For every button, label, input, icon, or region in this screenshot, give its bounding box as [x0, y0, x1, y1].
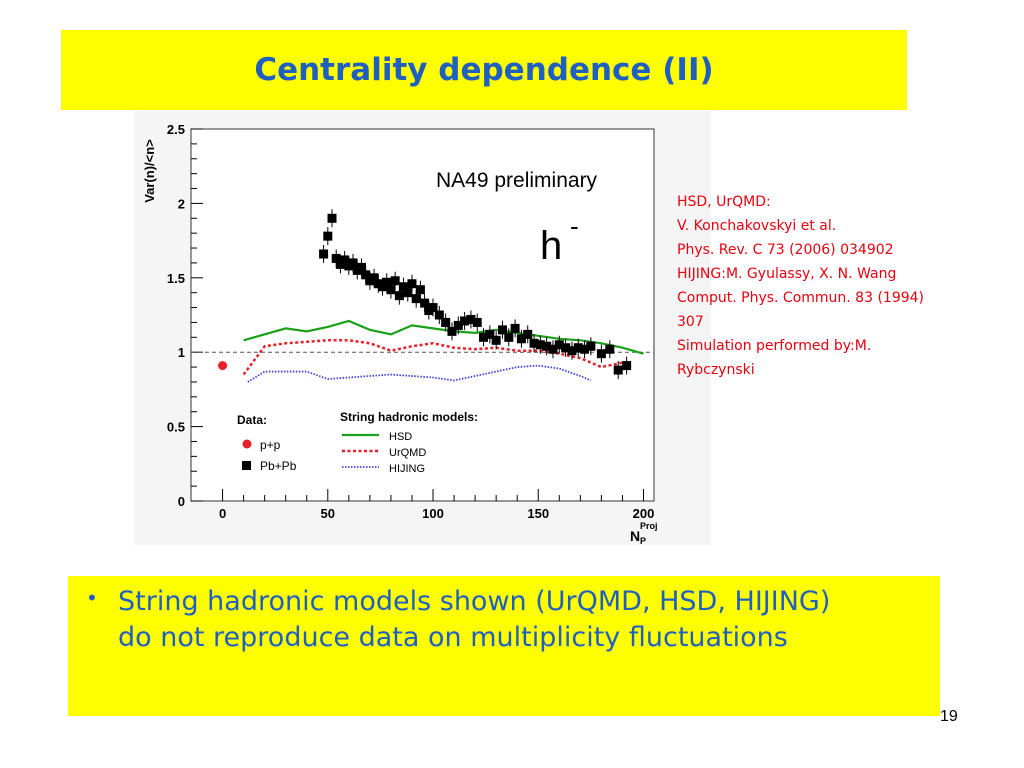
reference-line: 307 — [677, 314, 704, 330]
legend-marker-pp — [242, 439, 252, 449]
data-point-pbpb — [573, 343, 583, 353]
data-point-pbpb — [331, 253, 341, 263]
data-point-pbpb — [622, 361, 632, 371]
y-tick-label: 0 — [178, 494, 185, 509]
data-point-pbpb — [479, 332, 489, 342]
data-point-pbpb — [340, 255, 350, 265]
data-point-pbpb — [472, 317, 482, 327]
references-block: HSD, UrQMD: V. Konchakovskyi et al. Phys. … — [677, 190, 1007, 382]
data-point-pbpb — [485, 329, 495, 339]
x-tick-label: 50 — [321, 506, 335, 521]
data-point-pbpb — [394, 291, 404, 301]
series-line-hsd — [243, 319, 644, 355]
conclusion-text: String hadronic models shown (UrQMD, HSD… — [118, 586, 831, 653]
legend-label-pp: p+p — [260, 438, 281, 452]
data-point-pbpb — [596, 349, 606, 359]
x-axis-label-sup: Proj — [640, 521, 658, 531]
data-point-pbpb — [542, 341, 552, 351]
y-tick-label: 1.5 — [167, 271, 185, 286]
data-point-pbpb — [420, 298, 430, 308]
y-tick-label: 1 — [178, 345, 185, 360]
x-tick-label: 200 — [633, 506, 655, 521]
y-axis-label: Var(n)/<n> — [142, 139, 157, 203]
data-point-pbpb — [382, 277, 392, 287]
x-tick-label: 150 — [527, 506, 549, 521]
data-point-pbpb — [348, 258, 358, 268]
y-tick-label: 2.5 — [167, 122, 185, 137]
data-point-pbpb — [386, 285, 396, 295]
data-point-pbpb — [504, 332, 514, 342]
data-point-pbpb — [327, 213, 337, 223]
data-point-pbpb — [369, 273, 379, 283]
data-point-pbpb — [390, 276, 400, 286]
data-point-pbpb — [399, 282, 409, 292]
data-point-pbpb — [561, 343, 571, 353]
slide-title: Centrality dependence (II) — [254, 52, 714, 88]
particle-label-sup: - — [570, 211, 579, 241]
data-point-pbpb — [407, 279, 417, 289]
reference-line: Rybczynski — [677, 362, 755, 378]
x-tick-label: 0 — [219, 506, 226, 521]
reference-line: HSD, UrQMD: — [677, 194, 771, 210]
data-point-pbpb — [535, 340, 545, 350]
data-point-pbpb — [523, 329, 533, 339]
legend-label-hsd: HSD — [389, 431, 412, 443]
data-point-pbpb — [497, 325, 507, 335]
legend-models-title: String hadronic models: — [340, 410, 478, 424]
data-point-pbpb — [510, 323, 520, 333]
reference-line: Simulation performed by:M. — [677, 338, 872, 354]
data-point-pbpb — [441, 317, 451, 327]
data-point-pbpb — [361, 270, 371, 280]
legend-label-pbpb: Pb+Pb — [260, 459, 297, 473]
legend-label-hijing: HIJING — [389, 463, 425, 475]
data-point-pbpb — [447, 326, 457, 336]
data-point-pbpb — [529, 338, 539, 348]
data-point-pbpb — [453, 320, 463, 330]
x-tick-label: 100 — [422, 506, 444, 521]
data-point-pp — [218, 361, 228, 371]
data-point-pbpb — [356, 262, 366, 272]
data-point-pbpb — [411, 294, 421, 304]
data-point-pbpb — [605, 344, 615, 354]
data-point-pbpb — [403, 288, 413, 298]
x-axis-label: N — [630, 528, 640, 544]
data-point-pbpb — [466, 314, 476, 324]
y-tick-label: 2 — [178, 196, 185, 211]
legend-label-urqmd: UrQMD — [389, 447, 426, 459]
title-banner: Centrality dependence (II) — [61, 30, 907, 110]
data-point-pbpb — [613, 365, 623, 375]
chart-panel: 0 0.5 1 1.5 2 2.5 0 50 100 150 200 Var(n)/<n> N P Proj… — [134, 111, 711, 546]
legend-marker-pbpb — [242, 461, 251, 470]
data-point-pbpb — [516, 334, 526, 344]
data-point-pbpb — [580, 344, 590, 354]
page-number: 19 — [940, 708, 958, 725]
data-point-pbpb — [434, 310, 444, 320]
conclusion-box: • String hadronic models shown (UrQMD, H… — [68, 576, 940, 716]
data-point-pbpb — [586, 341, 596, 351]
reference-line: Comput. Phys. Commun. 83 (1994) — [677, 290, 925, 306]
particle-label: h — [540, 224, 562, 268]
series-line-hijing — [247, 364, 592, 383]
annotation-label: NA49 preliminary — [436, 169, 598, 192]
bullet-icon: • — [86, 586, 98, 610]
reference-line: V. Konchakovskyi et al. — [677, 218, 837, 234]
data-point-pbpb — [460, 316, 470, 326]
data-point-pbpb — [319, 249, 329, 259]
centrality-chart: 0 0.5 1 1.5 2 2.5 0 50 100 150 200 Var(n)/<n> N P Proj… — [142, 122, 658, 546]
data-point-pbpb — [567, 346, 577, 356]
data-point-pbpb — [548, 344, 558, 354]
series-line-urqmd — [242, 339, 623, 376]
reference-line: Phys. Rev. C 73 (2006) 034902 — [677, 242, 894, 258]
y-tick-label: 0.5 — [167, 420, 185, 435]
data-point-pbpb — [491, 335, 501, 345]
plot-area — [190, 128, 655, 502]
legend-data-title: Data: — [237, 413, 267, 427]
data-point-pbpb — [554, 340, 564, 350]
x-axis-label-sub: P — [640, 536, 646, 545]
reference-line: HIJING:M. Gyulassy, X. N. Wang — [677, 266, 897, 282]
data-point-pbpb — [323, 231, 333, 241]
data-point-pbpb — [428, 303, 438, 313]
data-point-pbpb — [415, 285, 425, 295]
